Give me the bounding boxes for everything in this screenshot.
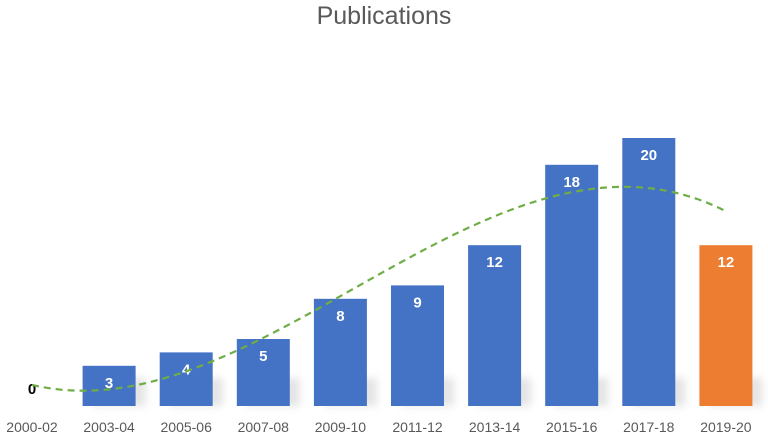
bar [82,365,136,406]
data-label: 12 [718,254,735,271]
chart-title: Publications [316,2,452,30]
x-tick-label: 2009-10 [315,419,367,435]
x-tick-label: 2000-02 [6,419,58,435]
data-label: 4 [182,361,191,378]
x-tick-label: 2017-18 [623,419,675,435]
x-tick-label: 2019-20 [700,419,752,435]
bar [236,339,290,406]
x-tick-label: 2003-04 [83,419,135,435]
bar [468,245,522,406]
data-label: 0 [28,381,36,398]
data-label: 5 [259,348,267,365]
data-label: 20 [640,147,657,164]
bar [545,164,599,406]
trendline [31,185,727,392]
bar [391,285,444,406]
x-tick-label: 2005-06 [161,419,213,435]
x-tick-label: 2007-08 [238,419,290,435]
data-label: 3 [105,375,113,392]
data-label: 12 [486,254,503,271]
data-label: 9 [413,294,421,311]
bar [159,352,213,406]
bar [622,138,676,406]
x-tick-label: 2015-16 [546,419,598,435]
bar [313,298,367,406]
bar [699,245,753,406]
data-label: 18 [563,174,580,191]
x-tick-label: 2011-12 [392,419,443,435]
x-tick-label: 2013-14 [469,419,521,435]
data-label: 8 [336,308,344,325]
